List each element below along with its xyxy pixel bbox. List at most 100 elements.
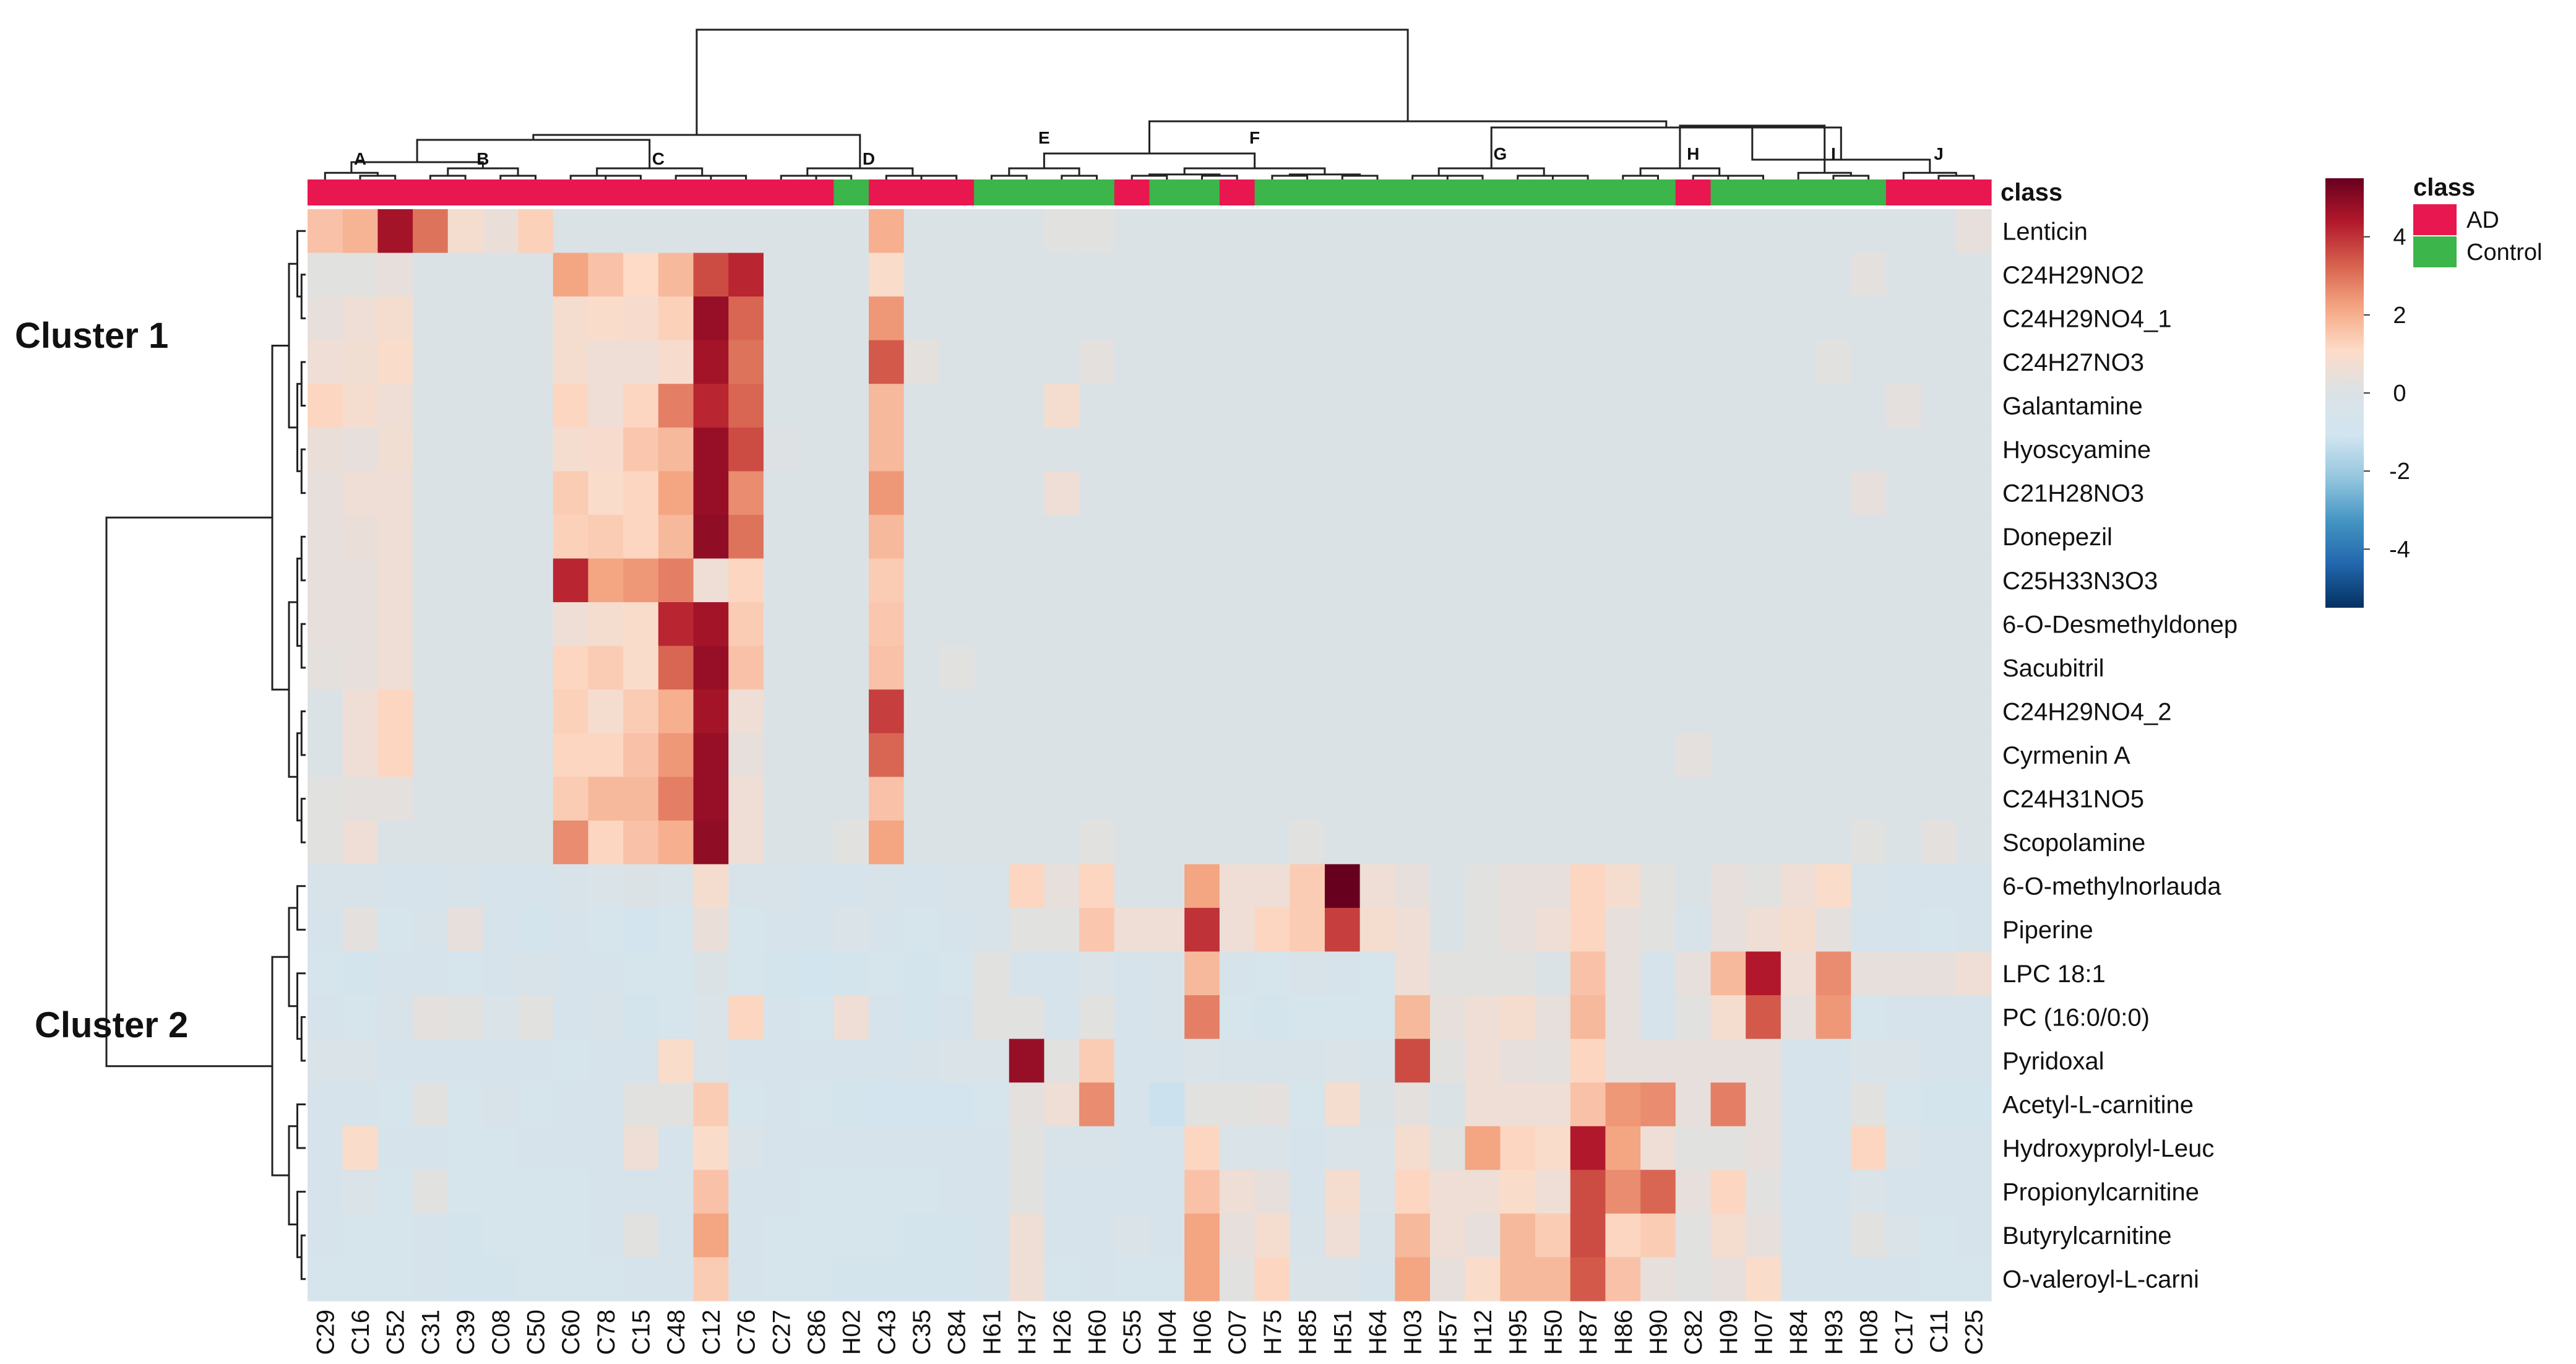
heatmap-cell [377, 384, 413, 428]
heatmap-cell [903, 514, 939, 559]
heatmap-cell [308, 1170, 343, 1214]
heatmap-cell [693, 384, 729, 428]
class-legend-swatch [2413, 236, 2457, 267]
heatmap-cell [903, 602, 939, 647]
heatmap-cell [1640, 558, 1676, 603]
heatmap-cell [1254, 689, 1290, 734]
heatmap-cell [1746, 253, 1781, 297]
heatmap-cell [1044, 645, 1080, 690]
heatmap-cell [834, 384, 869, 428]
heatmap-cell [1009, 1170, 1045, 1214]
heatmap-cell [1254, 384, 1290, 428]
heatmap-cell [1009, 471, 1045, 516]
heatmap-cell [1570, 558, 1606, 603]
heatmap-cell [413, 427, 449, 472]
heatmap-cell [763, 733, 799, 777]
heatmap-cell [447, 253, 484, 297]
heatmap-cell [1500, 253, 1536, 297]
heatmap-cell [1780, 1257, 1817, 1301]
heatmap-cell [1465, 602, 1501, 647]
heatmap-cell [1149, 820, 1185, 865]
heatmap-cell [728, 777, 764, 821]
heatmap-cell [658, 820, 694, 865]
class-bar-cell [377, 179, 413, 205]
column-label: C60 [558, 1310, 585, 1355]
row-label: C24H31NO5 [2002, 786, 2144, 813]
class-bar-cell [1535, 179, 1571, 205]
heatmap-cell [1956, 645, 1992, 690]
heatmap-cell [1605, 689, 1641, 734]
column-group-label: J [1934, 144, 1944, 163]
heatmap-cell [483, 995, 519, 1040]
heatmap-cell [1465, 384, 1501, 428]
heatmap-cell [869, 951, 905, 996]
heatmap-cell [1780, 995, 1817, 1040]
heatmap-cell [1640, 1082, 1676, 1127]
heatmap-cell [763, 995, 799, 1040]
heatmap-cell [377, 645, 413, 690]
column-label: H90 [1645, 1310, 1673, 1355]
heatmap-cell [1149, 427, 1185, 472]
heatmap-cell [623, 340, 659, 384]
heatmap-cell [1395, 1213, 1431, 1258]
column-label: H85 [1294, 1310, 1322, 1355]
heatmap-cell [658, 689, 694, 734]
heatmap-cell [974, 733, 1010, 777]
row-label: C24H29NO4_2 [2002, 698, 2172, 725]
heatmap-cell [342, 1257, 378, 1301]
heatmap-cell [834, 253, 869, 297]
row-label: Sacubitril [2002, 655, 2104, 682]
heatmap-cell [1535, 1038, 1571, 1083]
heatmap-cell [377, 471, 413, 516]
heatmap-cell [1816, 864, 1851, 909]
heatmap-cell [1044, 907, 1080, 952]
heatmap-cell [1009, 645, 1045, 690]
heatmap-cell [1746, 864, 1781, 909]
heatmap-cell [834, 645, 869, 690]
heatmap-cell [1465, 471, 1501, 516]
heatmap-cell [308, 820, 343, 865]
class-legend-swatch [2413, 204, 2457, 235]
heatmap-cell [1570, 1257, 1606, 1301]
column-label: C48 [663, 1310, 690, 1355]
class-bar-cell [1430, 179, 1466, 205]
heatmap-cell [588, 1170, 624, 1214]
heatmap-cell [623, 471, 659, 516]
heatmap-cell [1816, 1170, 1851, 1214]
heatmap-cell [1605, 733, 1641, 777]
heatmap-cell [903, 951, 939, 996]
heatmap-cell [553, 951, 589, 996]
heatmap-cell [1640, 253, 1676, 297]
heatmap-cell [308, 995, 343, 1040]
heatmap-cell [1956, 1213, 1992, 1258]
heatmap-cell [518, 558, 554, 603]
row-label: C21H28NO3 [2002, 480, 2144, 507]
heatmap-cell [939, 689, 975, 734]
heatmap-cell [1395, 602, 1431, 647]
heatmap-cell [974, 558, 1010, 603]
heatmap-cell [834, 514, 869, 559]
row-label: C25H33N3O3 [2002, 568, 2158, 595]
heatmap-cell [1746, 602, 1781, 647]
heatmap-cell [342, 820, 378, 865]
heatmap-cell [588, 907, 624, 952]
cluster-label: Cluster 2 [35, 1005, 188, 1045]
heatmap-cell [1254, 864, 1290, 909]
heatmap-cell [1640, 514, 1676, 559]
heatmap-cell [1605, 558, 1641, 603]
heatmap-cell [1710, 1082, 1746, 1127]
heatmap-cell [1956, 689, 1992, 734]
class-bar-cell [1816, 179, 1851, 205]
heatmap-cell [1780, 820, 1817, 865]
column-label: H75 [1259, 1310, 1286, 1355]
heatmap-cell [1324, 1213, 1361, 1258]
heatmap-cell [939, 777, 975, 821]
heatmap-cell [974, 820, 1010, 865]
column-group-label: D [863, 149, 875, 168]
heatmap-cell [1605, 384, 1641, 428]
heatmap-cell [447, 951, 484, 996]
heatmap-cell [1710, 1038, 1746, 1083]
heatmap-cell [1114, 733, 1150, 777]
column-label: C15 [628, 1310, 655, 1355]
heatmap-cell [1184, 427, 1220, 472]
